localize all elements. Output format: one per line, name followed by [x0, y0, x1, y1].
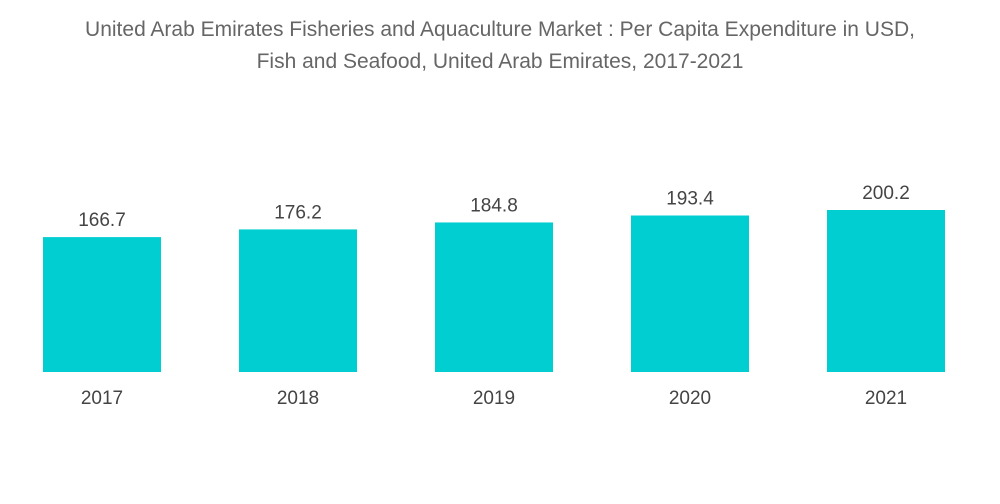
- value-label-2019: 184.8: [470, 195, 518, 216]
- x-tick-label-2018: 2018: [277, 388, 319, 409]
- x-tick-label-2020: 2020: [669, 388, 711, 409]
- x-tick-label-2017: 2017: [81, 388, 123, 409]
- value-label-2020: 193.4: [666, 189, 714, 210]
- bar-2018: [239, 229, 357, 372]
- value-label-2021: 200.2: [862, 183, 910, 204]
- x-tick-label-2021: 2021: [865, 388, 907, 409]
- bar-2020: [631, 215, 749, 372]
- bar-2019: [435, 222, 553, 372]
- value-label-2018: 176.2: [274, 202, 322, 223]
- chart-title-line-2: Fish and Seafood, United Arab Emirates, …: [256, 50, 744, 73]
- bar-2017: [43, 237, 161, 372]
- chart-title: United Arab Emirates Fisheries and Aquac…: [0, 14, 1000, 78]
- chart-title-line-1: United Arab Emirates Fisheries and Aquac…: [85, 18, 915, 41]
- value-label-2017: 166.7: [78, 210, 126, 231]
- x-tick-label-2019: 2019: [473, 388, 515, 409]
- bar-2021: [827, 210, 945, 372]
